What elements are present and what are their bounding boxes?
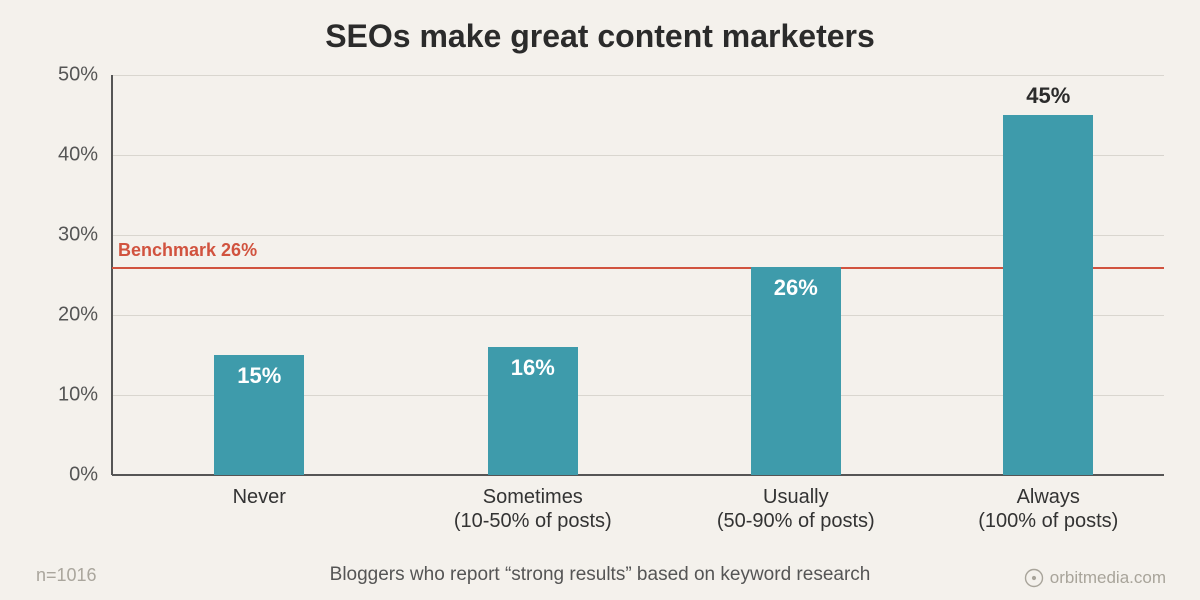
source-attribution: orbitmedia.com [1024,568,1166,588]
source-label: orbitmedia.com [1050,568,1166,588]
benchmark-label: Benchmark 26% [118,240,257,261]
y-axis-line [111,75,113,475]
bar: 45% [1003,115,1093,475]
x-tick-line2: (100% of posts) [918,509,1178,533]
x-tick-line2: (50-90% of posts) [666,509,926,533]
orbit-logo-icon [1024,568,1044,588]
bar: 26% [751,267,841,475]
x-tick-label: Always(100% of posts) [918,485,1178,533]
x-tick-line1: Sometimes [403,485,663,509]
bar-value-label: 45% [1026,83,1070,109]
plot-area: 0%10%20%30%40%50%Benchmark 26%15%Never16… [112,75,1164,475]
x-tick-label: Usually(50-90% of posts) [666,485,926,533]
x-tick-line1: Always [918,485,1178,509]
x-tick-line1: Never [129,485,389,509]
x-tick-line1: Usually [666,485,926,509]
chart-subtitle: Bloggers who report “strong results” bas… [0,564,1200,586]
bar: 15% [214,355,304,475]
y-tick-label: 30% [28,224,98,247]
seo-bar-chart: SEOs make great content marketers 0% 10% 2… [0,0,1200,600]
y-tick-label: 10% [28,384,98,407]
y-tick-label: 50% [28,64,98,87]
bar-value-label: 26% [774,275,818,301]
y-tick-label: 20% [28,304,98,327]
y-tick-label: 0% [28,464,98,487]
y-tick-label: 40% [28,144,98,167]
chart-title: SEOs make great content marketers [0,18,1200,55]
x-tick-label: Never [129,485,389,509]
bar: 16% [488,347,578,475]
grid-line [112,75,1164,76]
x-tick-label: Sometimes(10-50% of posts) [403,485,663,533]
bar-value-label: 16% [511,355,555,381]
x-tick-line2: (10-50% of posts) [403,509,663,533]
bar-value-label: 15% [237,363,281,389]
